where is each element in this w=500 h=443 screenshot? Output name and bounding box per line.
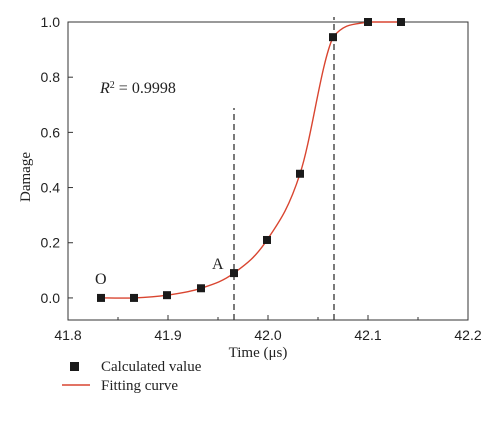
plot-border (67, 21, 469, 321)
point-label-a: A (212, 256, 224, 273)
r-squared-annotation: R2 = 0.9998 (99, 80, 176, 98)
y-tick-label: 0.6 (41, 124, 61, 140)
y-tick-label: 0.8 (41, 69, 61, 85)
data-point (329, 33, 337, 42)
data-point (197, 284, 205, 293)
axis-ticks: 41.8 41.9 42.0 42.1 42.2 0.0 0.2 0.4 0.6 0.8 1.0 (41, 14, 482, 343)
calculated-value-markers (97, 18, 405, 302)
point-labels: OABC (95, 256, 224, 288)
y-tick-label: 0.0 (41, 290, 61, 306)
x-tick-label: 42.1 (354, 327, 381, 343)
fitting-curve (100, 21, 401, 299)
y-tick-label: 1.0 (41, 14, 61, 30)
data-point (230, 269, 238, 278)
data-point (263, 235, 271, 244)
data-point (163, 291, 171, 300)
plot-frame (67, 21, 469, 321)
legend: Calculated value Fitting curve (62, 359, 202, 394)
y-tick-label: 0.4 (41, 180, 61, 196)
x-tick-label: 41.9 (154, 327, 181, 343)
point-label-o: O (95, 271, 107, 288)
x-tick-label: 42.2 (454, 327, 481, 343)
fitting-curve-layer (100, 21, 401, 299)
x-tick-label: 41.8 (54, 327, 81, 343)
y-axis-label: Damage (18, 152, 34, 202)
data-point (97, 293, 105, 302)
legend-label-fitting: Fitting curve (101, 378, 178, 394)
x-axis-label: Time (μs) (229, 345, 288, 361)
divider-lines (233, 17, 335, 320)
data-point (364, 18, 372, 26)
legend-label-calculated: Calculated value (101, 359, 202, 375)
data-point (130, 293, 138, 302)
data-point (397, 18, 405, 26)
legend-marker-icon (70, 362, 79, 371)
x-tick-label: 42.0 (254, 327, 281, 343)
data-point (296, 169, 304, 178)
r-squared-value: 0.9998 (132, 80, 176, 97)
y-tick-label: 0.2 (41, 235, 61, 251)
